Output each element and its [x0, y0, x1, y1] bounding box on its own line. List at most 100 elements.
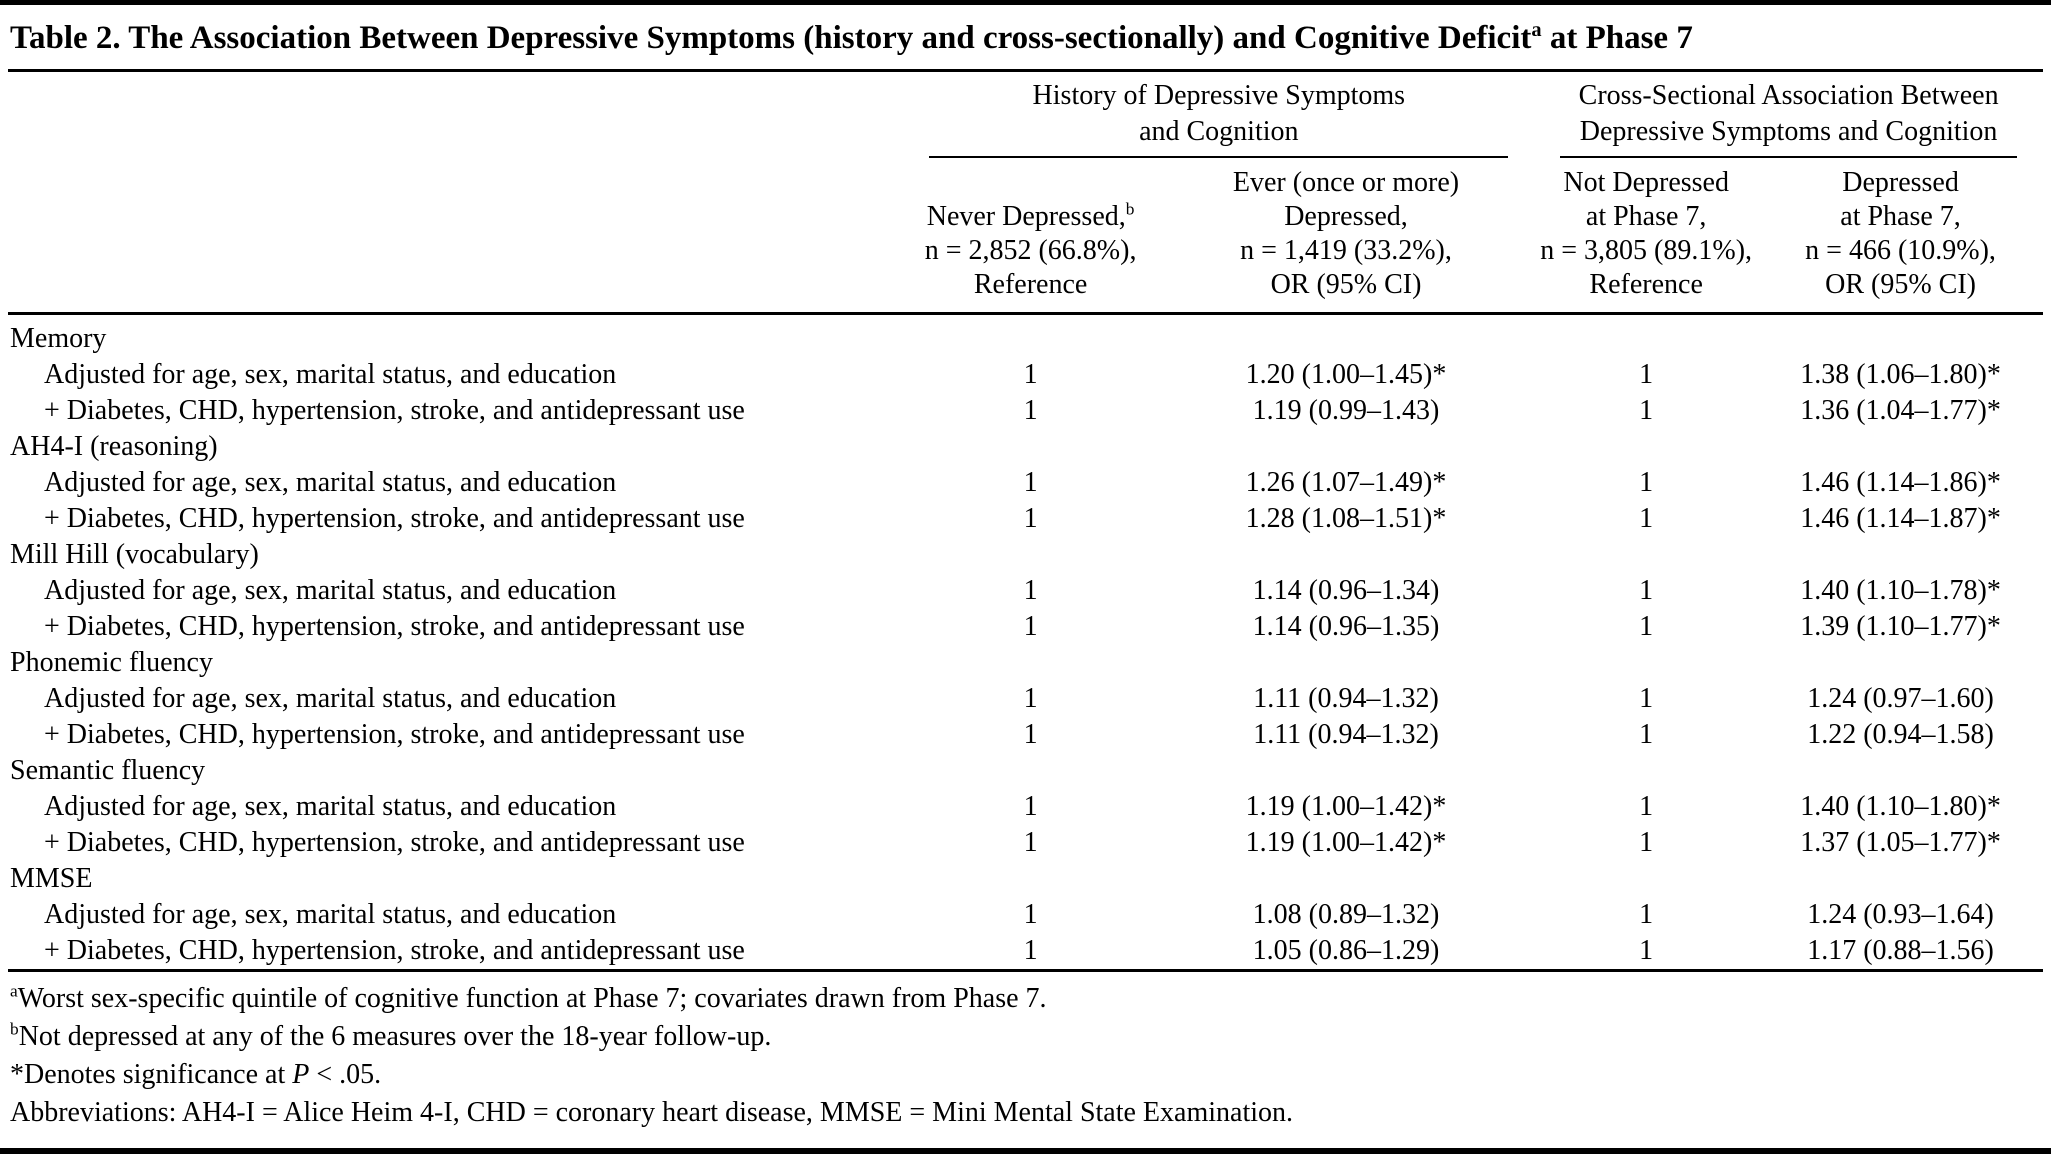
group-header-history: History of Depressive Symptoms and Cogni… — [903, 72, 1534, 158]
row-label: Adjusted for age, sex, marital status, a… — [44, 359, 617, 390]
value-cell: 1 — [1023, 791, 1038, 822]
table-row: Adjusted for age, sex, marital status, a… — [8, 573, 2043, 609]
row-label: Adjusted for age, sex, marital status, a… — [44, 899, 617, 930]
footnote-text: < .05. — [309, 1059, 382, 1090]
group-header-row: History of Depressive Symptoms and Cogni… — [8, 72, 2043, 158]
footnote-abbreviations: Abbreviations: AH4-I = Alice Heim 4-I, C… — [10, 1094, 2041, 1132]
value-cell: 1.28 (1.08–1.51)* — [1245, 503, 1447, 534]
value-cell: 1 — [1639, 575, 1654, 606]
value-cell: 1.14 (0.96–1.34) — [1252, 575, 1440, 606]
column-header-line: at Phase 7, — [1585, 201, 1707, 232]
footnote-marker: b — [10, 1019, 19, 1039]
column-header-line: OR (95% CI) — [1270, 269, 1422, 300]
section-header-row: Mill Hill (vocabulary) — [8, 537, 2043, 573]
table-row: + Diabetes, CHD, hypertension, stroke, a… — [8, 393, 2043, 429]
column-header-line: Depressed — [1842, 167, 1959, 198]
table-row: Adjusted for age, sex, marital status, a… — [8, 681, 2043, 717]
column-header-line: n = 2,852 (66.8%), — [924, 235, 1137, 266]
column-header-line: n = 1,419 (33.2%), — [1240, 235, 1452, 266]
value-cell: 1.22 (0.94–1.58) — [1807, 719, 1994, 750]
footnote-text: *Denotes significance at — [10, 1059, 293, 1090]
value-cell: 1.19 (1.00–1.42)* — [1245, 791, 1447, 822]
value-cell: 1 — [1023, 503, 1038, 534]
title-footnote-marker-a: a — [1531, 19, 1542, 41]
value-cell: 1 — [1023, 395, 1038, 426]
column-header-not-depressed: Not Depressed at Phase 7, n = 3,805 (89.… — [1534, 158, 1759, 315]
footnote-marker-b: b — [1125, 199, 1135, 219]
section-header-row: AH4-I (reasoning) — [8, 429, 2043, 465]
group-header-cross-sectional: Cross-Sectional Association Between Depr… — [1534, 72, 2043, 158]
group-header-history-spanner: History of Depressive Symptoms and Cogni… — [929, 78, 1509, 158]
value-cell: 1.11 (0.94–1.32) — [1253, 683, 1439, 714]
value-cell: 1.19 (1.00–1.42)* — [1245, 827, 1447, 858]
group-header-line: and Cognition — [1139, 116, 1299, 147]
column-header-line: Ever (once or more) — [1232, 167, 1460, 198]
row-label: + Diabetes, CHD, hypertension, stroke, a… — [44, 503, 745, 534]
row-label: Adjusted for age, sex, marital status, a… — [44, 791, 617, 822]
group-header-line: Depressive Symptoms and Cognition — [1579, 116, 1998, 147]
column-header-line: OR (95% CI) — [1825, 269, 1976, 300]
value-cell: 1.36 (1.04–1.77)* — [1800, 395, 2001, 426]
table-row: + Diabetes, CHD, hypertension, stroke, a… — [8, 501, 2043, 537]
value-cell: 1.38 (1.06–1.80)* — [1800, 359, 2001, 390]
section-header-row: MMSE — [8, 861, 2043, 897]
table-row: Adjusted for age, sex, marital status, a… — [8, 357, 2043, 393]
column-header-row: Never Depressed,b n = 2,852 (66.8%), Ref… — [8, 158, 2043, 315]
value-cell: 1.24 (0.93–1.64) — [1807, 899, 1994, 930]
column-header-ever-depressed: Ever (once or more) Depressed, n = 1,419… — [1157, 158, 1535, 315]
value-cell: 1 — [1639, 503, 1654, 534]
value-cell: 1 — [1023, 683, 1038, 714]
footnotes: aWorst sex-specific quintile of cognitiv… — [8, 969, 2043, 1144]
column-header-depressed: Depressed at Phase 7, n = 466 (10.9%), O… — [1758, 158, 2043, 315]
value-cell: 1 — [1023, 611, 1038, 642]
value-cell: 1 — [1639, 611, 1654, 642]
column-header-line: n = 466 (10.9%), — [1805, 235, 1996, 266]
table-row: + Diabetes, CHD, hypertension, stroke, a… — [8, 609, 2043, 645]
group-header-empty-cell — [8, 72, 903, 158]
table-title-text: Table 2. The Association Between Depress… — [10, 20, 1532, 56]
section-header-row: Phonemic fluency — [8, 645, 2043, 681]
group-header-line: Cross-Sectional Association Between — [1578, 80, 1999, 111]
row-label: + Diabetes, CHD, hypertension, stroke, a… — [44, 395, 745, 426]
value-cell: 1.17 (0.88–1.56) — [1807, 935, 1994, 966]
table-row: Adjusted for age, sex, marital status, a… — [8, 789, 2043, 825]
value-cell: 1 — [1639, 467, 1654, 498]
table-title-suffix: at Phase 7 — [1541, 20, 1693, 56]
value-cell: 1.14 (0.96–1.35) — [1252, 611, 1440, 642]
section-header-label: MMSE — [10, 863, 93, 894]
value-cell: 1 — [1639, 359, 1654, 390]
value-cell: 1 — [1639, 935, 1654, 966]
value-cell: 1.24 (0.97–1.60) — [1807, 683, 1994, 714]
table-title: Table 2. The Association Between Depress… — [8, 5, 2043, 72]
value-cell: 1.11 (0.94–1.32) — [1253, 719, 1439, 750]
section-header-label: AH4-I (reasoning) — [10, 431, 218, 462]
footnote-italic-p: P — [292, 1059, 310, 1090]
footnote-marker: a — [10, 981, 18, 1001]
table-row: + Diabetes, CHD, hypertension, stroke, a… — [8, 825, 2043, 861]
association-table: History of Depressive Symptoms and Cogni… — [8, 72, 2043, 969]
value-cell: 1 — [1023, 467, 1038, 498]
value-cell: 1 — [1639, 683, 1654, 714]
footnote-significance: *Denotes significance at P < .05. — [10, 1056, 2041, 1094]
section-header-label: Semantic fluency — [10, 755, 206, 786]
section-header-row: Memory — [8, 314, 2043, 358]
section-header-label: Mill Hill (vocabulary) — [10, 539, 259, 570]
table-row: Adjusted for age, sex, marital status, a… — [8, 465, 2043, 501]
value-cell: 1 — [1023, 899, 1038, 930]
value-cell: 1 — [1639, 899, 1654, 930]
table-row: + Diabetes, CHD, hypertension, stroke, a… — [8, 717, 2043, 753]
value-cell: 1.46 (1.14–1.87)* — [1800, 503, 2001, 534]
row-label: Adjusted for age, sex, marital status, a… — [44, 575, 617, 606]
value-cell: 1.39 (1.10–1.77)* — [1800, 611, 2001, 642]
value-cell: 1 — [1639, 827, 1654, 858]
value-cell: 1.20 (1.00–1.45)* — [1245, 359, 1447, 390]
value-cell: 1.19 (0.99–1.43) — [1252, 395, 1440, 426]
column-header-line: Not Depressed — [1563, 167, 1729, 198]
value-cell: 1.26 (1.07–1.49)* — [1245, 467, 1447, 498]
group-header-cross-sectional-spanner: Cross-Sectional Association Between Depr… — [1560, 78, 2017, 158]
column-header-line: Reference — [973, 269, 1088, 300]
value-cell: 1 — [1023, 359, 1038, 390]
column-header-line: Reference — [1589, 269, 1703, 300]
value-cell: 1 — [1639, 719, 1654, 750]
